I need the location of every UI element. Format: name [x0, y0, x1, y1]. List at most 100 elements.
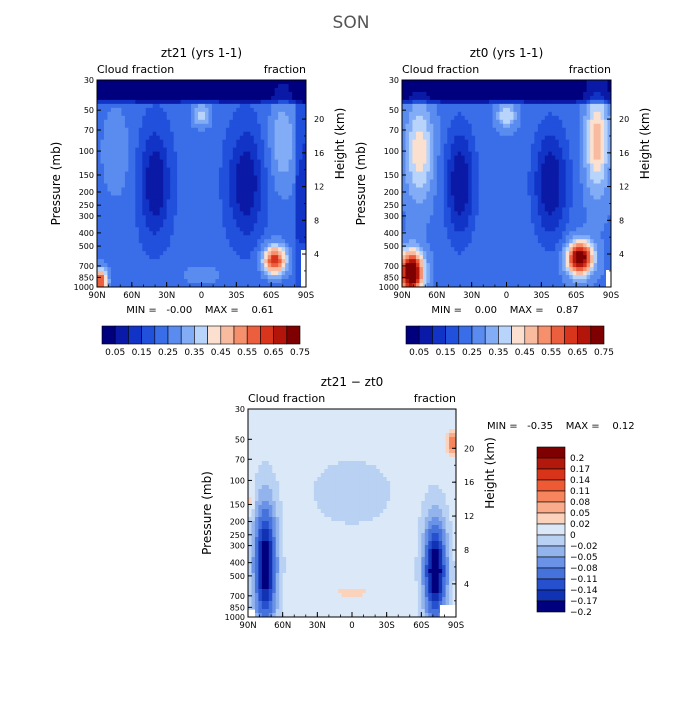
field-cell [240, 132, 244, 137]
field-cell [222, 215, 226, 220]
field-cell [163, 112, 167, 117]
field-cell [520, 176, 524, 181]
field-cell [146, 195, 150, 200]
field-cell [118, 112, 122, 117]
field-cell [531, 80, 535, 85]
field-cell [226, 275, 230, 280]
field-cell [156, 120, 160, 125]
field-cell [261, 184, 265, 189]
field-cell [219, 235, 223, 240]
field-cell [114, 255, 118, 260]
field-cell [208, 219, 212, 224]
field-cell [212, 195, 216, 200]
field-cell [601, 128, 605, 133]
field-cell [423, 120, 427, 125]
field-cell [423, 136, 427, 141]
field-cell [289, 168, 293, 173]
field-cell [541, 116, 545, 121]
field-cell [444, 132, 448, 137]
field-cell [580, 88, 584, 93]
field-cell [430, 187, 434, 192]
field-cell [139, 120, 143, 125]
field-cell [285, 279, 289, 284]
field-cell [229, 176, 233, 181]
field-cell [212, 96, 216, 101]
field-cell [97, 132, 101, 137]
field-cell [215, 120, 219, 125]
field-cell [275, 148, 279, 153]
field-cell [282, 207, 286, 212]
field-cell [282, 88, 286, 93]
field-cell [118, 267, 122, 272]
field-cell [128, 140, 132, 145]
field-cell [149, 88, 153, 93]
field-cell [517, 104, 521, 109]
field-cell [160, 259, 164, 264]
field-cell [271, 243, 275, 248]
field-cell [181, 180, 185, 185]
field-cell [163, 223, 167, 228]
field-cell [489, 152, 493, 157]
field-cell [292, 251, 296, 256]
field-cell [146, 120, 150, 125]
field-cell [202, 88, 206, 93]
field-cell [416, 96, 420, 101]
field-cell [153, 176, 157, 181]
y-tick-label: 500 [79, 242, 94, 251]
field-cell [520, 88, 524, 93]
field-cell [146, 267, 150, 272]
field-cell [118, 104, 122, 109]
field-cell [202, 184, 206, 189]
field-cell [527, 96, 531, 101]
field-cell [458, 124, 462, 129]
field-cell [569, 176, 573, 181]
field-cell [208, 116, 212, 121]
field-cell [229, 219, 233, 224]
field-cell [601, 156, 605, 161]
field-cell [517, 168, 521, 173]
field-cell [496, 152, 500, 157]
field-cell [299, 156, 303, 161]
field-cell [534, 80, 538, 85]
field-cell [590, 184, 594, 189]
field-cell [555, 148, 559, 153]
field-cell [264, 160, 268, 165]
field-cell [191, 207, 195, 212]
field-cell [507, 96, 511, 101]
field-cell [275, 267, 279, 272]
field-cell [139, 144, 143, 149]
field-cell [202, 263, 206, 268]
field-cell [412, 128, 416, 133]
field-cell [167, 116, 171, 121]
field-cell [604, 84, 608, 89]
field-cell [128, 172, 132, 177]
field-cell [594, 187, 598, 192]
field-cell [236, 80, 240, 85]
field-cell [215, 100, 219, 105]
field-cell [604, 88, 608, 93]
field-cell [552, 152, 556, 157]
field-cell [409, 108, 413, 113]
field-cell [510, 191, 514, 196]
field-cell [468, 136, 472, 141]
field-cell [569, 168, 573, 173]
field-cell [278, 156, 282, 161]
field-cell [402, 140, 406, 145]
field-cell [409, 187, 413, 192]
field-cell [275, 199, 279, 204]
field-cell [146, 148, 150, 153]
field-cell [160, 104, 164, 109]
field-cell [296, 176, 300, 181]
field-cell [590, 160, 594, 165]
field-cell [566, 176, 570, 181]
field-cell [202, 84, 206, 89]
field-cell [222, 160, 226, 165]
field-cell [268, 124, 272, 129]
field-cell [195, 84, 199, 89]
field-cell [226, 172, 230, 177]
field-cell [128, 112, 132, 117]
field-cell [149, 251, 153, 256]
field-cell [233, 191, 237, 196]
field-cell [475, 104, 479, 109]
field-cell [160, 271, 164, 276]
